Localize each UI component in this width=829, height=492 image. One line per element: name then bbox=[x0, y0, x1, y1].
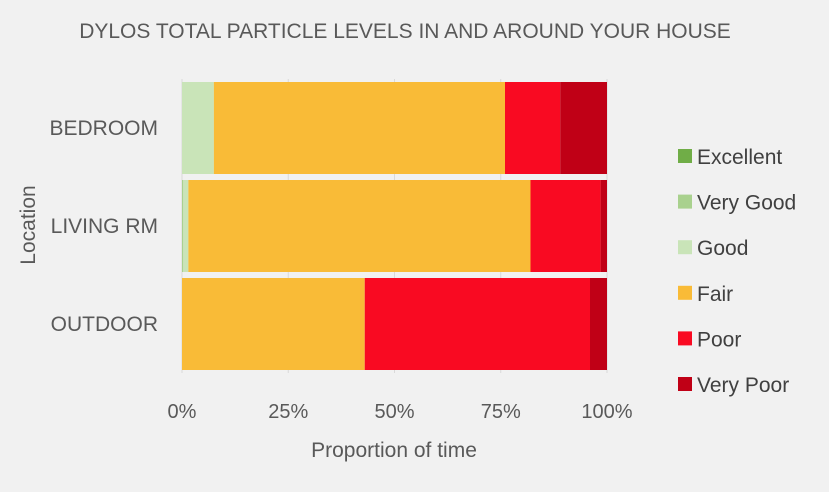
legend-swatch bbox=[678, 240, 692, 255]
category-label: LIVING RM bbox=[51, 215, 158, 238]
bar-outdoor-fair bbox=[182, 278, 365, 370]
category-label: OUTDOOR bbox=[51, 313, 158, 336]
y-axis-title: Location bbox=[17, 185, 40, 264]
x-tick-label: 75% bbox=[481, 401, 521, 423]
x-tick-label: 50% bbox=[374, 401, 414, 423]
x-tick-label: 25% bbox=[268, 401, 308, 423]
bar-living-rm-very-poor bbox=[600, 180, 607, 272]
legend-swatch bbox=[678, 285, 692, 300]
x-tick-label: 0% bbox=[168, 401, 197, 423]
category-labels: BEDROOM LIVING RM OUTDOOR bbox=[49, 117, 158, 336]
bar-outdoor-very-poor bbox=[590, 278, 607, 370]
category-label: BEDROOM bbox=[49, 117, 158, 140]
bar-bedroom-poor bbox=[505, 82, 561, 174]
bar-bedroom-very-poor bbox=[560, 82, 607, 174]
bar-living-rm-good bbox=[183, 180, 189, 272]
legend-swatch bbox=[678, 149, 692, 163]
x-tick-label: 100% bbox=[581, 401, 632, 423]
bar-living-rm-very-good bbox=[182, 180, 184, 272]
x-tick-labels: 0% 25% 50% 75% 100% bbox=[168, 401, 633, 423]
legend-label: Good bbox=[697, 237, 748, 260]
bar-living-rm-poor bbox=[530, 180, 601, 272]
chart-title: DYLOS TOTAL PARTICLE LEVELS IN AND AROUN… bbox=[79, 20, 731, 43]
legend-swatch bbox=[678, 331, 692, 346]
legend-label: Fair bbox=[697, 283, 733, 306]
legend-swatch bbox=[678, 377, 692, 391]
x-axis-title: Proportion of time bbox=[311, 439, 477, 462]
bar-bedroom-fair bbox=[213, 82, 505, 174]
bars bbox=[182, 82, 607, 370]
legend-label: Very Good bbox=[697, 192, 796, 215]
bar-living-rm-fair bbox=[188, 180, 531, 272]
legend-swatch bbox=[678, 194, 692, 209]
legend-label: Very Poor bbox=[697, 374, 789, 397]
legend: Excellent Very Good Good Fair Poor Very Poor bbox=[678, 146, 796, 397]
bar-bedroom-good bbox=[182, 82, 214, 174]
legend-label: Excellent bbox=[697, 146, 782, 169]
legend-label: Poor bbox=[697, 328, 741, 351]
bar-outdoor-poor bbox=[364, 278, 590, 370]
